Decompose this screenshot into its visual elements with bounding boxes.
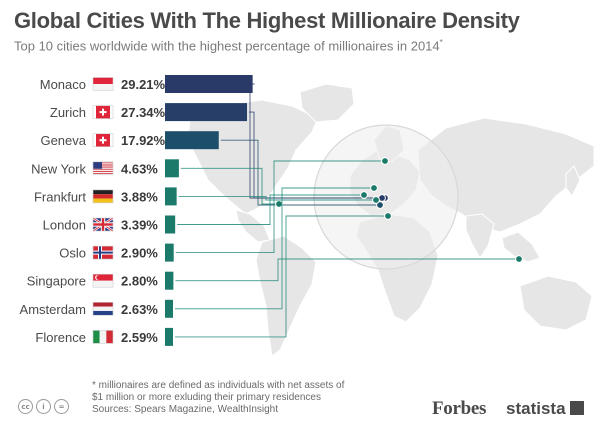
bar-row: Oslo 2.90% bbox=[59, 243, 174, 262]
monaco-flag bbox=[92, 77, 114, 91]
japan-shape bbox=[565, 165, 581, 197]
bar bbox=[165, 243, 174, 262]
uk-flag bbox=[92, 216, 114, 233]
bar bbox=[165, 327, 173, 346]
city-dot bbox=[381, 157, 389, 165]
city-label: Geneva bbox=[40, 133, 86, 148]
footnote: * millionaires are defined as individual… bbox=[92, 380, 344, 416]
bar bbox=[165, 271, 174, 290]
bar-row: Singapore 2.80% bbox=[27, 271, 174, 290]
australia-shape bbox=[519, 275, 593, 331]
city-label: Oslo bbox=[59, 246, 86, 261]
italy-flag bbox=[92, 330, 114, 344]
city-label: London bbox=[43, 218, 86, 233]
city-label: Singapore bbox=[27, 274, 86, 289]
leader-lines bbox=[175, 83, 523, 338]
north-america-shape bbox=[187, 99, 319, 215]
bar-rows: Monaco 29.21% Zurich 27.34% Geneva 17.92% New … bbox=[20, 75, 253, 346]
value-label: 27.34% bbox=[121, 105, 166, 120]
leader-line bbox=[177, 194, 364, 225]
switzerland-flag bbox=[92, 105, 114, 119]
value-label: 2.80% bbox=[121, 274, 158, 289]
city-dot bbox=[384, 212, 392, 220]
city-label: Monaco bbox=[40, 77, 86, 92]
bar-row: New York 4.63% bbox=[31, 159, 179, 178]
usa-flag bbox=[92, 161, 114, 176]
leader-line bbox=[178, 195, 376, 201]
city-label: Amsterdam bbox=[20, 302, 86, 317]
bar-row: Monaco 29.21% bbox=[40, 75, 253, 93]
value-label: 3.88% bbox=[121, 189, 158, 204]
greenland-shape bbox=[299, 83, 355, 123]
chart-title: Global Cities With The Highest Millionai… bbox=[14, 8, 520, 33]
leader-line bbox=[175, 187, 374, 310]
bar bbox=[165, 159, 179, 178]
bar-row: London 3.39% bbox=[43, 215, 176, 234]
city-dot bbox=[515, 255, 523, 263]
city-dot bbox=[376, 201, 384, 209]
city-dot bbox=[372, 196, 380, 204]
bar bbox=[165, 103, 248, 122]
city-dot bbox=[360, 191, 368, 199]
city-label: Frankfurt bbox=[34, 189, 86, 204]
bar bbox=[165, 299, 173, 318]
license-icons: cc i = bbox=[18, 399, 69, 414]
statista-logo[interactable]: statista bbox=[506, 399, 566, 418]
bar bbox=[165, 215, 176, 234]
central-america-shape bbox=[235, 209, 271, 243]
value-label: 2.63% bbox=[121, 302, 158, 317]
forbes-logo[interactable]: Forbes bbox=[432, 398, 487, 419]
leader-line bbox=[180, 167, 279, 205]
chart-subtitle: Top 10 cities worldwide with the highest… bbox=[14, 38, 443, 53]
subtitle-text: Top 10 cities worldwide with the highest… bbox=[14, 38, 440, 54]
cc-icon[interactable]: cc bbox=[18, 399, 33, 414]
value-label: 3.39% bbox=[121, 218, 158, 233]
switzerland-flag bbox=[92, 133, 114, 147]
leader-line bbox=[249, 111, 382, 199]
bar-row: Amsterdam 2.63% bbox=[20, 299, 173, 318]
statista-mark-icon bbox=[570, 401, 584, 415]
norway-flag bbox=[92, 245, 114, 260]
bar bbox=[165, 75, 253, 93]
bar bbox=[165, 187, 177, 206]
bar bbox=[165, 131, 219, 150]
city-label: Zurich bbox=[50, 105, 86, 120]
value-label: 17.92% bbox=[121, 133, 166, 148]
city-dot bbox=[275, 200, 283, 208]
leader-line bbox=[175, 258, 519, 282]
leader-line bbox=[175, 160, 385, 254]
footnote-definition-line1: * millionaires are defined as individual… bbox=[92, 380, 345, 391]
attribution-icon[interactable]: i bbox=[36, 399, 51, 414]
bar-row: Florence 2.59% bbox=[35, 327, 173, 346]
value-label: 2.59% bbox=[121, 330, 158, 345]
noderivs-icon[interactable]: = bbox=[54, 399, 69, 414]
value-label: 29.21% bbox=[121, 77, 166, 92]
value-label: 2.90% bbox=[121, 246, 158, 261]
singapore-flag bbox=[92, 273, 114, 288]
world-map bbox=[187, 83, 595, 357]
netherlands-flag bbox=[92, 301, 114, 316]
india-shape bbox=[465, 213, 495, 259]
bar-row: Frankfurt 3.88% bbox=[34, 187, 177, 206]
footnote-definition-line2: $1 million or more exluding their primar… bbox=[92, 392, 321, 403]
city-label: Florence bbox=[35, 330, 86, 345]
leader-line bbox=[175, 215, 388, 338]
subtitle-footnote-marker: * bbox=[439, 38, 443, 47]
southeast-asia-shape bbox=[501, 231, 541, 263]
city-dot bbox=[370, 184, 378, 192]
bar-row: Geneva 17.92% bbox=[40, 131, 219, 150]
footnote-sources: Sources: Spears Magazine, WealthInsight bbox=[92, 404, 279, 415]
value-label: 4.63% bbox=[121, 161, 158, 176]
bar-row: Zurich 27.34% bbox=[50, 103, 248, 122]
germany-flag bbox=[92, 189, 114, 204]
city-label: New York bbox=[31, 161, 86, 176]
leader-line bbox=[220, 139, 380, 206]
